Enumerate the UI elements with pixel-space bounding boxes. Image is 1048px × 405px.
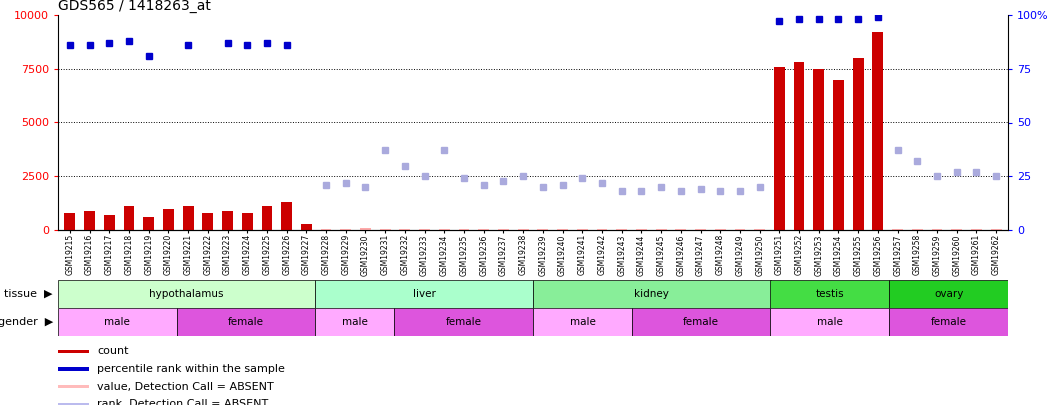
Bar	[616, 229, 627, 230]
Bar	[990, 229, 1002, 230]
Bar	[202, 213, 213, 230]
Bar	[932, 229, 942, 230]
Bar	[182, 207, 194, 230]
Bar	[770, 308, 890, 336]
Bar	[341, 229, 351, 230]
Bar	[558, 229, 568, 230]
Bar	[58, 403, 89, 405]
Bar	[971, 229, 982, 230]
Text: count: count	[97, 346, 129, 356]
Bar	[952, 229, 962, 230]
Bar	[632, 308, 770, 336]
Bar	[301, 224, 311, 230]
Bar	[656, 229, 667, 230]
Bar	[419, 229, 430, 230]
Text: female: female	[445, 317, 482, 327]
Bar	[873, 32, 883, 230]
Text: female: female	[228, 317, 264, 327]
Bar	[104, 215, 114, 230]
Bar	[58, 350, 89, 353]
Bar	[892, 229, 903, 230]
Text: male: male	[342, 317, 368, 327]
Bar	[853, 58, 864, 230]
Bar	[64, 213, 75, 230]
Bar	[379, 229, 391, 230]
Bar	[439, 229, 450, 230]
Text: testis: testis	[815, 289, 845, 299]
Bar	[321, 229, 331, 230]
Text: rank, Detection Call = ABSENT: rank, Detection Call = ABSENT	[97, 399, 268, 405]
Bar	[315, 308, 394, 336]
Bar	[774, 66, 785, 230]
Bar	[576, 229, 588, 230]
Bar	[735, 229, 745, 230]
Text: ovary: ovary	[934, 289, 963, 299]
Text: value, Detection Call = ABSENT: value, Detection Call = ABSENT	[97, 382, 274, 392]
Bar	[755, 229, 765, 230]
Text: liver: liver	[413, 289, 436, 299]
Text: kidney: kidney	[634, 289, 670, 299]
Text: male: male	[817, 317, 843, 327]
Bar	[770, 280, 890, 308]
Text: GDS565 / 1418263_at: GDS565 / 1418263_at	[58, 0, 211, 13]
Text: tissue  ▶: tissue ▶	[4, 289, 52, 299]
Bar	[675, 229, 686, 230]
Bar	[813, 69, 824, 230]
Bar	[399, 229, 411, 230]
Text: male: male	[569, 317, 595, 327]
Bar	[315, 280, 533, 308]
Text: female: female	[931, 317, 966, 327]
Bar	[242, 213, 253, 230]
Bar	[695, 229, 706, 230]
Bar	[281, 202, 292, 230]
Bar	[58, 308, 177, 336]
Bar	[518, 229, 528, 230]
Bar	[262, 207, 272, 230]
Bar	[58, 385, 89, 388]
Text: gender  ▶: gender ▶	[0, 317, 52, 327]
Text: hypothalamus: hypothalamus	[150, 289, 224, 299]
Bar	[715, 229, 725, 230]
Bar	[222, 211, 233, 230]
Bar	[162, 209, 174, 230]
Text: male: male	[105, 317, 130, 327]
Bar	[890, 280, 1008, 308]
Bar	[124, 207, 134, 230]
Bar	[144, 217, 154, 230]
Text: percentile rank within the sample: percentile rank within the sample	[97, 364, 285, 374]
Bar	[538, 229, 548, 230]
Bar	[636, 229, 647, 230]
Bar	[84, 211, 95, 230]
Text: female: female	[683, 317, 719, 327]
Bar	[912, 229, 922, 230]
Bar	[833, 79, 844, 230]
Bar	[177, 308, 315, 336]
Bar	[596, 229, 608, 230]
Bar	[890, 308, 1008, 336]
Bar	[58, 367, 89, 371]
Bar	[498, 229, 509, 230]
Bar	[478, 229, 489, 230]
Bar	[793, 62, 805, 230]
Bar	[533, 280, 770, 308]
Bar	[459, 229, 470, 230]
Bar	[533, 308, 632, 336]
Bar	[361, 228, 371, 230]
Bar	[58, 280, 315, 308]
Bar	[394, 308, 533, 336]
